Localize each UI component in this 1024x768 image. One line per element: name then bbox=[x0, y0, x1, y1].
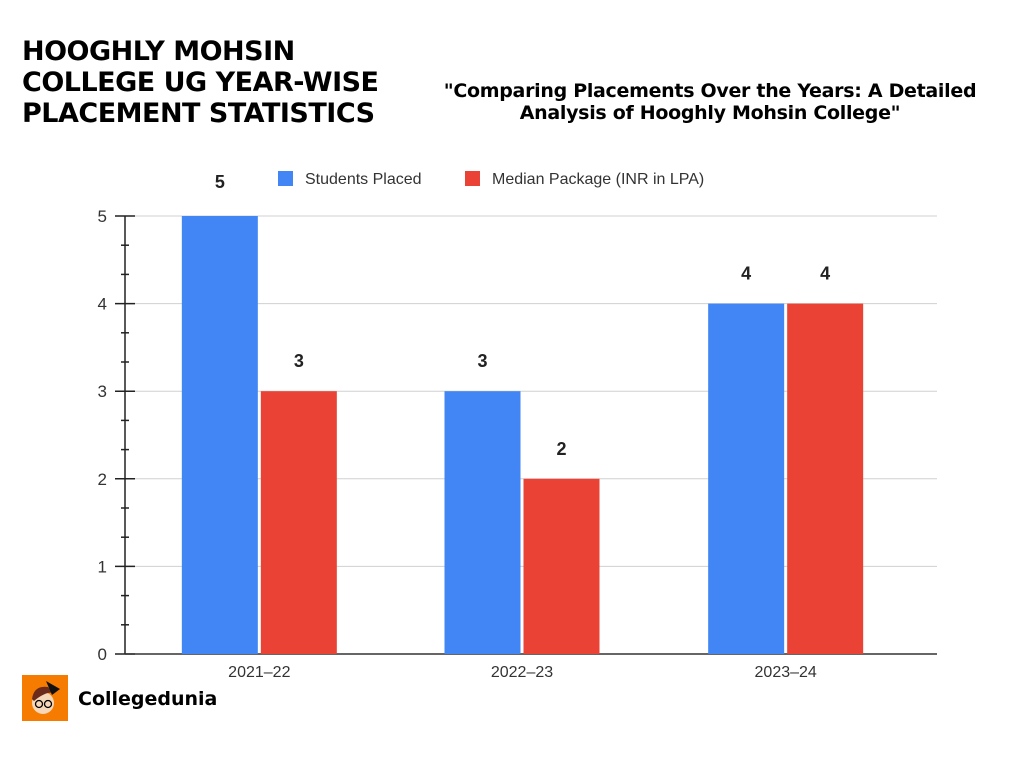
collegedunia-logo bbox=[22, 675, 68, 721]
data-label: 3 bbox=[294, 351, 304, 371]
data-label: 5 bbox=[215, 172, 225, 192]
data-label: 2 bbox=[556, 439, 566, 459]
brand-name: Collegedunia bbox=[78, 688, 218, 710]
chart-subtitle: "Comparing Placements Over the Years: A … bbox=[443, 80, 977, 124]
data-label: 4 bbox=[820, 264, 830, 284]
legend-swatch bbox=[278, 171, 293, 186]
data-label: 3 bbox=[477, 351, 487, 371]
y-tick-label: 1 bbox=[98, 557, 107, 576]
y-tick-label: 0 bbox=[98, 645, 107, 664]
page-title: HOOGHLY MOHSIN COLLEGE UG YEAR-WISE PLAC… bbox=[22, 36, 379, 129]
y-tick-label: 4 bbox=[98, 295, 107, 314]
legend-label: Students Placed bbox=[305, 171, 422, 188]
legend-swatch bbox=[465, 171, 480, 186]
x-tick-label: 2021–22 bbox=[228, 664, 290, 681]
student-mascot-icon bbox=[32, 681, 60, 714]
bar-students-placed bbox=[708, 303, 785, 654]
bar-median-package bbox=[523, 478, 600, 654]
bar-median-package bbox=[787, 303, 864, 654]
bar-median-package bbox=[260, 391, 337, 654]
x-tick-label: 2022–23 bbox=[491, 664, 553, 681]
data-label: 4 bbox=[741, 264, 751, 284]
y-tick-label: 5 bbox=[98, 207, 107, 226]
bar-students-placed bbox=[444, 391, 521, 654]
x-tick-label: 2023–24 bbox=[755, 664, 817, 681]
bar-students-placed bbox=[181, 216, 258, 654]
y-tick-label: 3 bbox=[98, 382, 107, 401]
legend-label: Median Package (INR in LPA) bbox=[492, 171, 704, 188]
y-tick-label: 2 bbox=[98, 470, 107, 489]
